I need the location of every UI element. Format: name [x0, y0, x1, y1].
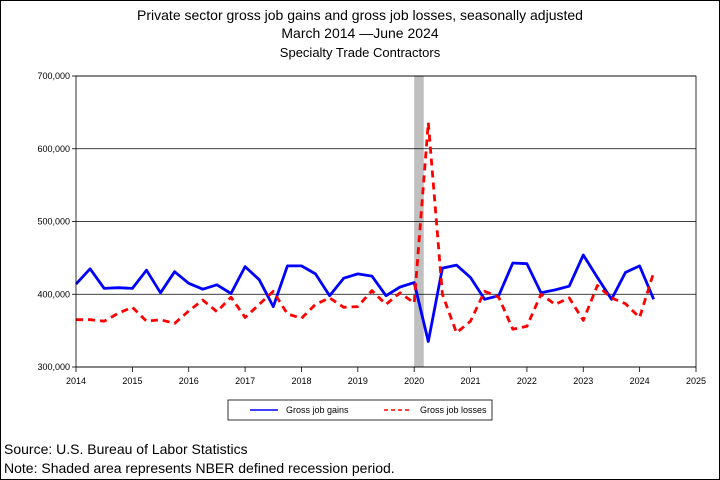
x-tick-label: 2023 [573, 376, 593, 386]
y-tick-label: 400,000 [37, 289, 70, 299]
y-tick-label: 600,000 [37, 144, 70, 154]
x-tick-label: 2020 [404, 376, 424, 386]
x-tick-label: 2015 [122, 376, 142, 386]
y-tick-label: 700,000 [37, 71, 70, 81]
legend-label: Gross job gains [286, 405, 349, 415]
x-tick-label: 2019 [348, 376, 368, 386]
x-tick-label: 2018 [291, 376, 311, 386]
x-tick-label: 2024 [630, 376, 650, 386]
source-note: Source: U.S. Bureau of Labor Statistics [4, 441, 248, 457]
series-line-gross-job-gains [74, 253, 655, 343]
plot-area-border [75, 75, 697, 368]
x-tick-label: 2025 [686, 376, 706, 386]
y-tick-label: 300,000 [37, 362, 70, 372]
series-line-gross-job-losses [76, 121, 656, 335]
x-tick-label: 2017 [235, 376, 255, 386]
chart-subtitle-dates: March 2014 —June 2024 [281, 25, 439, 41]
x-tick-label: 2014 [66, 376, 86, 386]
chart-subtitle-industry: Specialty Trade Contractors [279, 45, 441, 60]
x-tick-label: 2021 [461, 376, 481, 386]
chart-title: Private sector gross job gains and gross… [137, 7, 583, 23]
x-tick-label: 2022 [517, 376, 537, 386]
legend-label: Gross job losses [420, 405, 487, 415]
legend-box [227, 399, 493, 421]
recession-note: Note: Shaded area represents NBER define… [4, 460, 395, 476]
x-tick-label: 2016 [179, 376, 199, 386]
y-tick-label: 500,000 [37, 217, 70, 227]
